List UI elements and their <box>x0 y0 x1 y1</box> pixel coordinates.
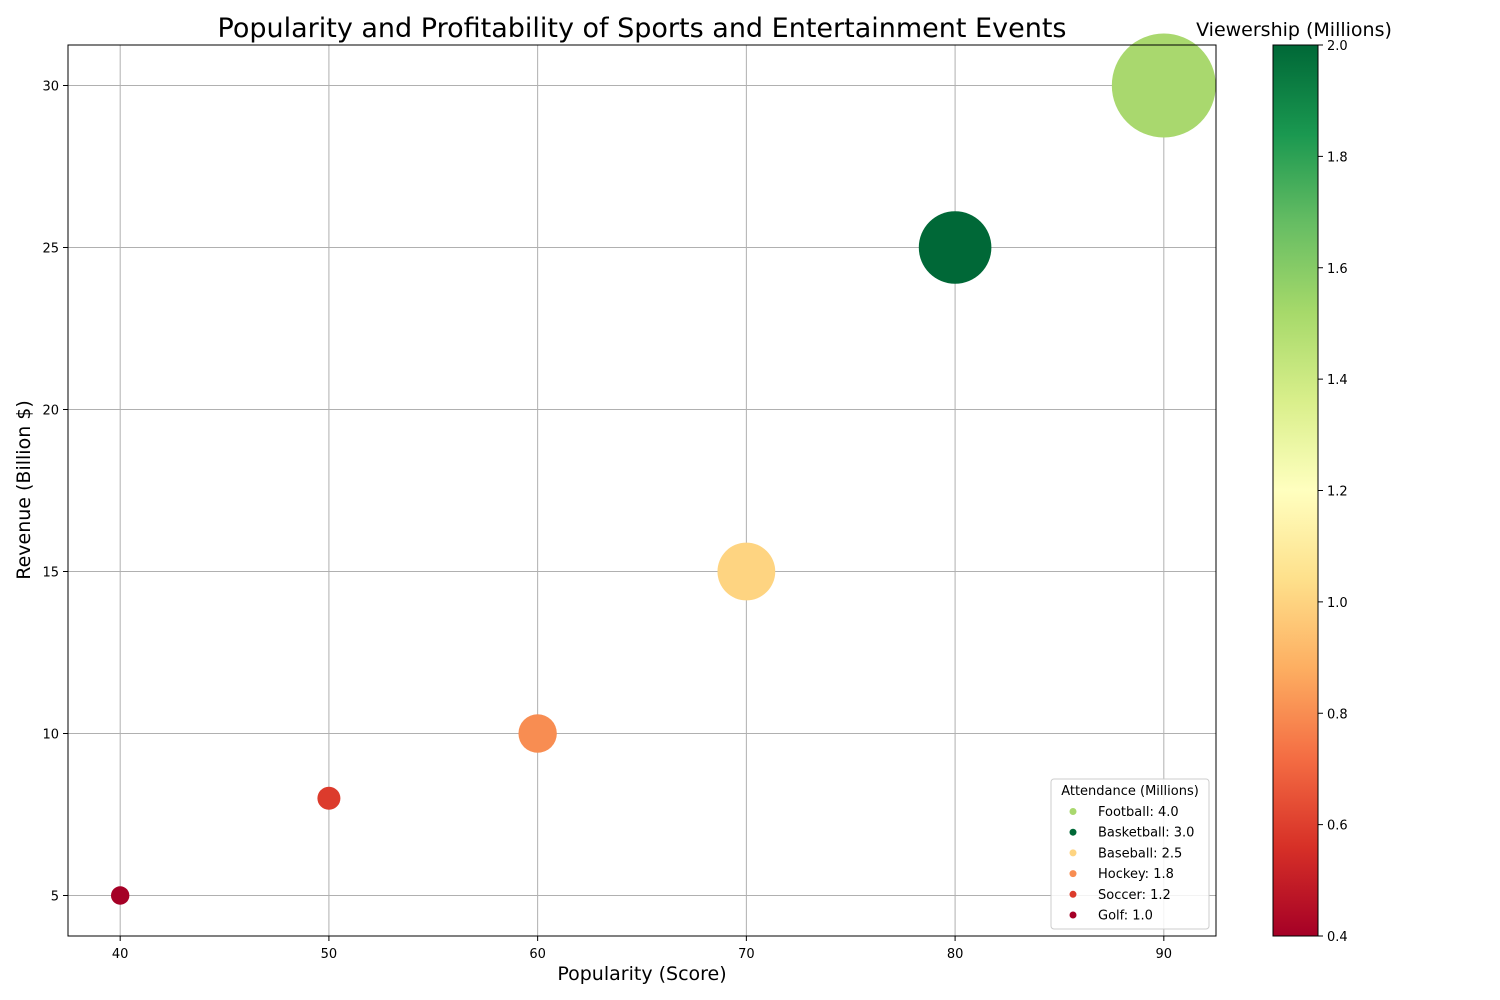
colorbar: Viewership (Millions) 0.4 0.6 0.8 1.0 1.2 1.4… <box>1196 19 1392 945</box>
colorbar-tick-label: 2.0 <box>1327 39 1348 54</box>
colorbar-tick-label: 1.6 <box>1327 262 1348 277</box>
y-tick-label: 10 <box>42 728 59 743</box>
axis-ticks: 40 50 60 70 80 90 5 10 15 20 25 30 <box>42 80 1172 963</box>
colorbar-tick-label: 1.0 <box>1327 596 1348 611</box>
y-tick-label: 15 <box>42 566 59 581</box>
colorbar-tick-label: 1.8 <box>1327 150 1348 165</box>
chart-title: Popularity and Profitability of Sports a… <box>218 13 1067 44</box>
x-tick-label: 60 <box>529 947 546 962</box>
y-tick-label: 25 <box>42 242 59 257</box>
legend-marker <box>1069 849 1077 857</box>
colorbar-tick-label: 0.4 <box>1327 930 1348 945</box>
x-tick-label: 80 <box>947 947 964 962</box>
legend-marker <box>1069 870 1077 878</box>
legend-marker <box>1069 911 1077 919</box>
legend-title: Attendance (Millions) <box>1061 784 1199 799</box>
legend-entry: Soccer: 1.2 <box>1098 888 1171 903</box>
colorbar-tick-label: 1.4 <box>1327 373 1348 388</box>
x-tick-label: 70 <box>738 947 755 962</box>
colorbar-tick-label: 0.6 <box>1327 819 1348 834</box>
colorbar-gradient <box>1272 44 1319 937</box>
x-tick-label: 40 <box>112 947 129 962</box>
legend-entry: Football: 4.0 <box>1098 805 1179 820</box>
plot-frame <box>67 44 1217 937</box>
point-soccer <box>317 786 341 810</box>
data-points <box>110 33 1216 905</box>
x-tick-label: 90 <box>1156 947 1173 962</box>
y-tick-label: 30 <box>42 80 59 95</box>
legend-entry: Hockey: 1.8 <box>1098 867 1174 882</box>
legend-entry: Basketball: 3.0 <box>1098 826 1194 841</box>
point-baseball <box>717 542 776 601</box>
legend: Attendance (Millions) Football: 4.0 Baske… <box>1050 778 1210 930</box>
legend-box <box>1050 778 1210 930</box>
point-hockey <box>518 714 557 753</box>
point-football <box>1111 33 1216 138</box>
legend-entry: Baseball: 2.5 <box>1098 846 1182 861</box>
legend-marker <box>1069 890 1077 898</box>
y-axis-label: Revenue (Billion $) <box>13 400 35 580</box>
point-golf <box>110 886 130 905</box>
colorbar-tick-label: 1.2 <box>1327 485 1348 500</box>
x-axis-label: Popularity (Score) <box>557 963 726 985</box>
colorbar-label: Viewership (Millions) <box>1196 19 1392 41</box>
grid <box>68 45 1216 936</box>
y-tick-label: 5 <box>51 890 59 905</box>
colorbar-tick-label: 0.8 <box>1327 707 1348 722</box>
legend-entry: Golf: 1.0 <box>1098 909 1153 924</box>
legend-marker <box>1069 808 1077 815</box>
y-tick-label: 20 <box>42 404 59 419</box>
legend-marker <box>1069 828 1077 836</box>
x-tick-label: 50 <box>321 947 338 962</box>
point-basketball <box>918 211 992 284</box>
